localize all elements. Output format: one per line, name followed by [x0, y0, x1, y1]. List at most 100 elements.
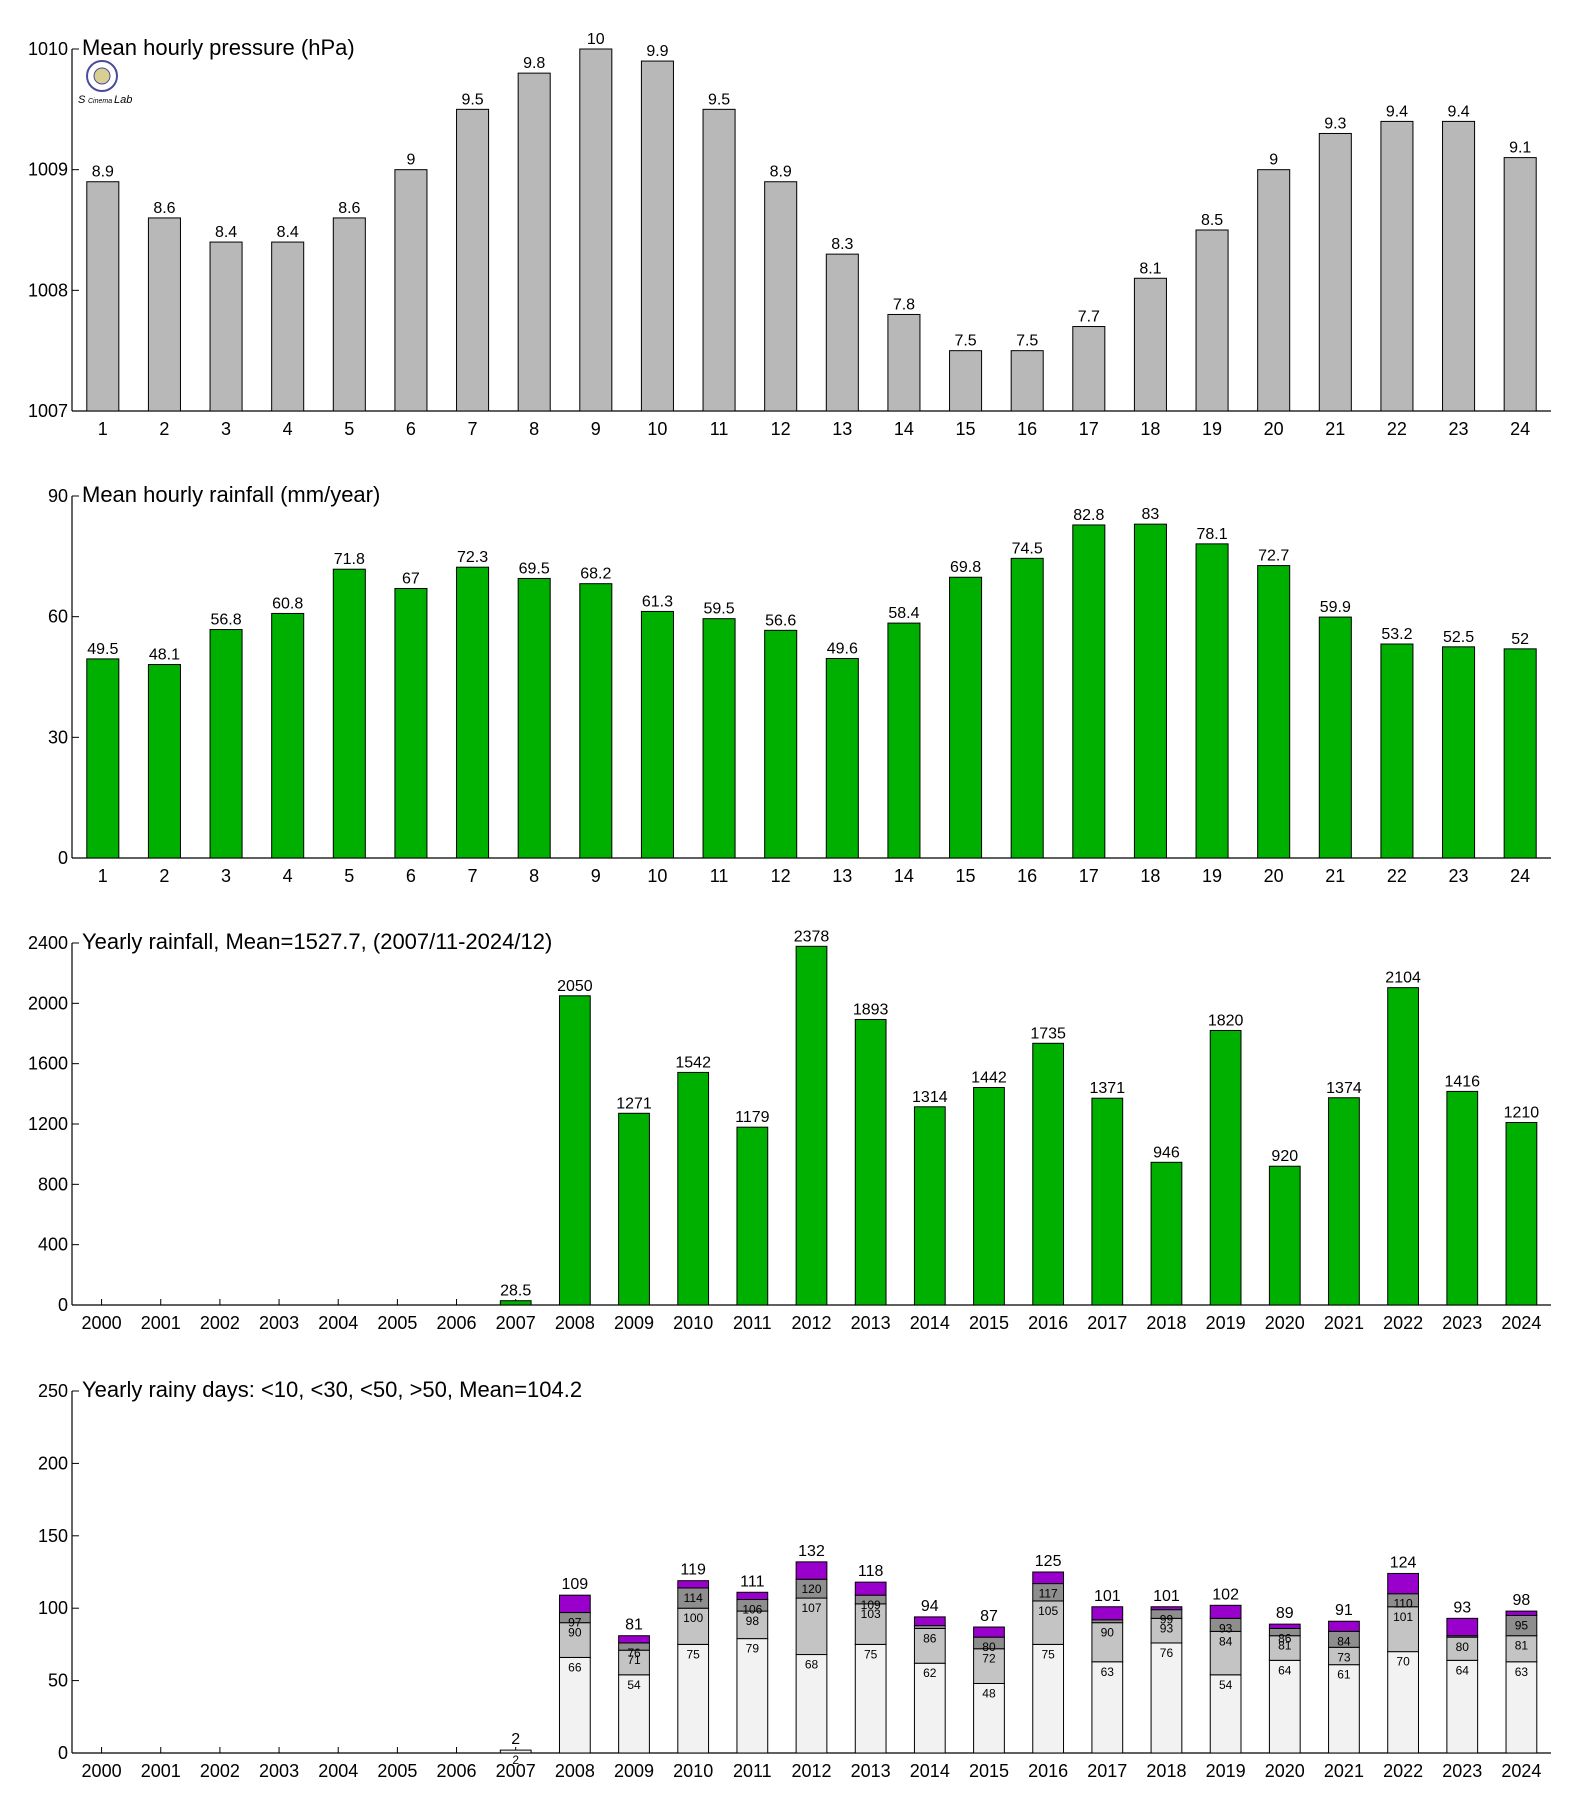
bar	[499, 1300, 532, 1306]
segment-label-lt30: 80	[1456, 1640, 1470, 1654]
bar-value-label: 9.5	[708, 91, 730, 108]
bar	[677, 1071, 710, 1306]
x-tick-label: 2020	[1265, 1761, 1305, 1781]
stack-segment-total	[854, 1581, 887, 1596]
x-tick-label: 13	[832, 866, 852, 886]
x-tick-label: 24	[1510, 419, 1530, 439]
x-tick-label: 2021	[1324, 1313, 1364, 1333]
bar-value-label: 49.5	[87, 641, 118, 658]
stack-segment-total	[1328, 1620, 1360, 1632]
segment-label-lt50: 117	[1039, 1587, 1058, 1601]
bar	[1195, 543, 1229, 859]
x-tick-label: 21	[1325, 419, 1345, 439]
x-tick-label: 2018	[1146, 1313, 1186, 1333]
bar	[209, 629, 243, 859]
x-tick-label: 2002	[200, 1761, 240, 1781]
bar-value-label: 48.1	[149, 647, 180, 664]
x-tick-label: 12	[771, 866, 791, 886]
segment-label-lt30: 73	[1337, 1650, 1351, 1664]
x-tick-label: 14	[894, 866, 914, 886]
bar-value-label: 58.4	[888, 605, 919, 622]
bar-value-label: 9.9	[646, 43, 668, 60]
segment-label-lt50: 110	[1394, 1597, 1413, 1611]
bar-value-label: 946	[1153, 1144, 1180, 1161]
bar-value-label: 9.3	[1324, 115, 1346, 132]
bar	[579, 48, 613, 412]
stack-segment-total	[973, 1626, 1005, 1638]
stack-segment-total	[677, 1580, 710, 1589]
bar-value-label: 49.6	[827, 640, 858, 657]
bar	[1268, 1165, 1301, 1306]
x-tick-label: 2017	[1087, 1313, 1127, 1333]
bar-value-label: 2104	[1385, 970, 1421, 987]
segment-label-lt30: 71	[627, 1653, 641, 1667]
stack-segment-lt10	[1328, 1664, 1360, 1754]
bar	[1446, 1090, 1479, 1306]
x-tick-label: 2018	[1146, 1761, 1186, 1781]
bar-value-label: 10	[587, 31, 605, 48]
bar	[973, 1086, 1005, 1306]
x-tick-label: 3	[221, 419, 231, 439]
segment-label-lt10: 54	[1219, 1678, 1233, 1692]
bar-value-label: 52.5	[1443, 629, 1474, 646]
stack-segment-total	[1505, 1610, 1538, 1616]
x-tick-label: 5	[344, 866, 354, 886]
bar	[271, 241, 305, 412]
stack-segment-total	[1032, 1571, 1065, 1585]
stack-segment-total	[618, 1635, 650, 1644]
x-tick-label: 10	[647, 866, 667, 886]
bar-total-label: 81	[625, 1617, 643, 1634]
stack-segment-lt10	[1505, 1661, 1538, 1754]
segment-label-lt10: 64	[1456, 1663, 1470, 1677]
x-tick-label: 6	[406, 419, 416, 439]
x-tick-label: 18	[1140, 419, 1160, 439]
bar-total-label: 89	[1276, 1605, 1294, 1622]
bar-value-label: 83	[1142, 506, 1160, 523]
x-tick-label: 4	[283, 419, 293, 439]
stack-segment-lt10	[558, 1656, 591, 1754]
segment-label-lt30: 103	[861, 1607, 881, 1621]
segment-label-lt30: 98	[746, 1614, 760, 1628]
bar-value-label: 7.5	[1016, 333, 1038, 350]
x-tick-label: 2023	[1442, 1761, 1482, 1781]
bar-total-label: 101	[1153, 1588, 1180, 1605]
segment-label-lt50: 114	[684, 1591, 703, 1605]
x-tick-label: 17	[1079, 419, 1099, 439]
bar-value-label: 78.1	[1196, 526, 1227, 543]
bar	[949, 576, 983, 859]
x-tick-label: 2012	[791, 1761, 831, 1781]
x-tick-label: 2021	[1324, 1761, 1364, 1781]
bar-value-label: 8.9	[92, 164, 114, 181]
bar	[1380, 120, 1414, 412]
bar-value-label: 8.3	[831, 236, 853, 253]
segment-label-lt10: 75	[864, 1647, 878, 1661]
x-tick-label: 23	[1449, 419, 1469, 439]
segment-label-lt10: 2	[512, 1753, 519, 1767]
segment-label-lt30: 81	[1278, 1639, 1292, 1653]
bar-value-label: 7.5	[954, 333, 976, 350]
bar	[1503, 157, 1537, 412]
y-tick-label: 30	[48, 727, 68, 747]
segment-label-lt10: 62	[923, 1666, 937, 1680]
bar-value-label: 920	[1271, 1148, 1298, 1165]
bar	[86, 181, 120, 412]
stack-segment-total	[1150, 1606, 1183, 1611]
logo-text-b: Cinema	[88, 98, 112, 105]
bar-value-label: 1210	[1504, 1104, 1540, 1121]
bar	[86, 658, 120, 859]
bar-value-label: 8.4	[215, 224, 237, 241]
bar	[825, 657, 859, 859]
x-tick-label: 2009	[614, 1313, 654, 1333]
bar-value-label: 1374	[1326, 1080, 1362, 1097]
bar-value-label: 8.6	[153, 200, 175, 217]
x-tick-label: 2011	[733, 1761, 772, 1781]
x-tick-label: 7	[468, 866, 478, 886]
x-tick-label: 2016	[1028, 1313, 1068, 1333]
y-tick-label: 2000	[28, 993, 68, 1013]
x-tick-label: 2001	[141, 1761, 181, 1781]
bar-value-label: 69.5	[519, 560, 550, 577]
bar-value-label: 7.7	[1078, 309, 1100, 326]
x-tick-label: 2004	[318, 1761, 358, 1781]
stack-segment-lt10	[1150, 1642, 1183, 1754]
